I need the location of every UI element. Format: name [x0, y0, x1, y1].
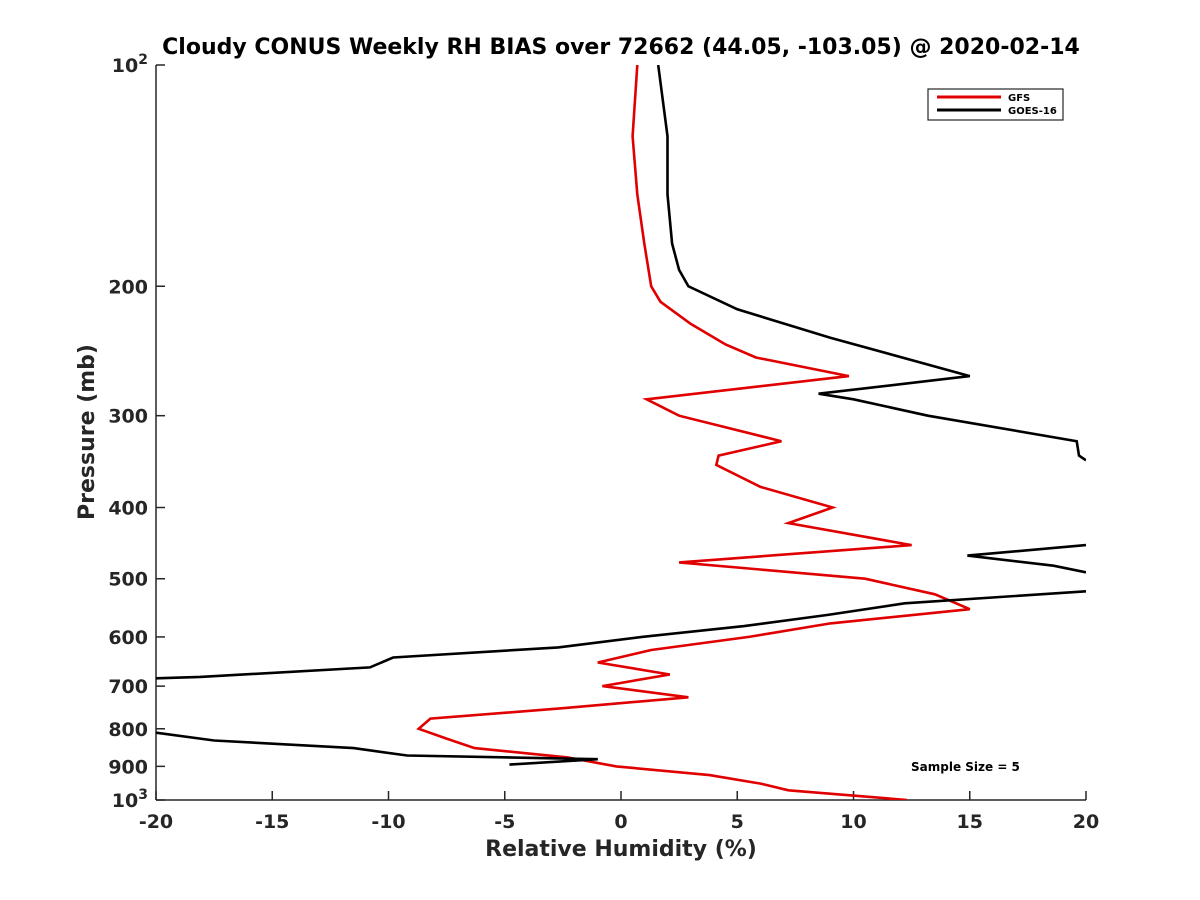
y-tick-label: 300 [108, 406, 148, 428]
y-tick-label: 700 [108, 676, 148, 698]
x-tick-label: 10 [840, 811, 866, 833]
chart-title: Cloudy CONUS Weekly RH BIAS over 72662 (… [162, 35, 1080, 60]
y-axis-label: Pressure (mb) [75, 344, 100, 520]
y-tick-label: 400 [108, 498, 148, 520]
legend: GFS GOES-16 [927, 88, 1064, 121]
x-tick-label: -15 [255, 811, 289, 833]
series-line-gfs [416, 65, 971, 800]
y-tick-label: 500 [108, 569, 148, 591]
x-tick-label: 15 [957, 811, 983, 833]
y-tick-label: 102 [112, 52, 148, 77]
legend-box [927, 88, 1064, 121]
x-tick-label: -10 [371, 811, 405, 833]
series-line-goes16 [156, 65, 1086, 766]
y-tick-label: 600 [108, 627, 148, 649]
y-tick-label: 900 [108, 756, 148, 778]
legend-label-goes16: GOES-16 [1008, 106, 1057, 117]
x-axis-label: Relative Humidity (%) [485, 837, 757, 862]
legend-label-gfs: GFS [1008, 93, 1030, 104]
plot-series [156, 65, 1086, 800]
x-tick-label: -5 [494, 811, 515, 833]
y-tick-label: 103 [112, 787, 148, 812]
y-axis-ticks: 102 200 300 400 500 600 700 800 900 103 [108, 52, 165, 812]
y-tick-label: 800 [108, 719, 148, 741]
sample-size-annotation: Sample Size = 5 [911, 760, 1020, 774]
x-tick-label: 5 [731, 811, 744, 833]
x-tick-label: 20 [1073, 811, 1099, 833]
x-tick-label: 0 [614, 811, 627, 833]
x-axis-ticks: -20 -15 -10 -5 0 5 10 15 20 [139, 791, 1099, 833]
y-tick-label: 200 [108, 276, 148, 298]
x-tick-label: -20 [139, 811, 173, 833]
